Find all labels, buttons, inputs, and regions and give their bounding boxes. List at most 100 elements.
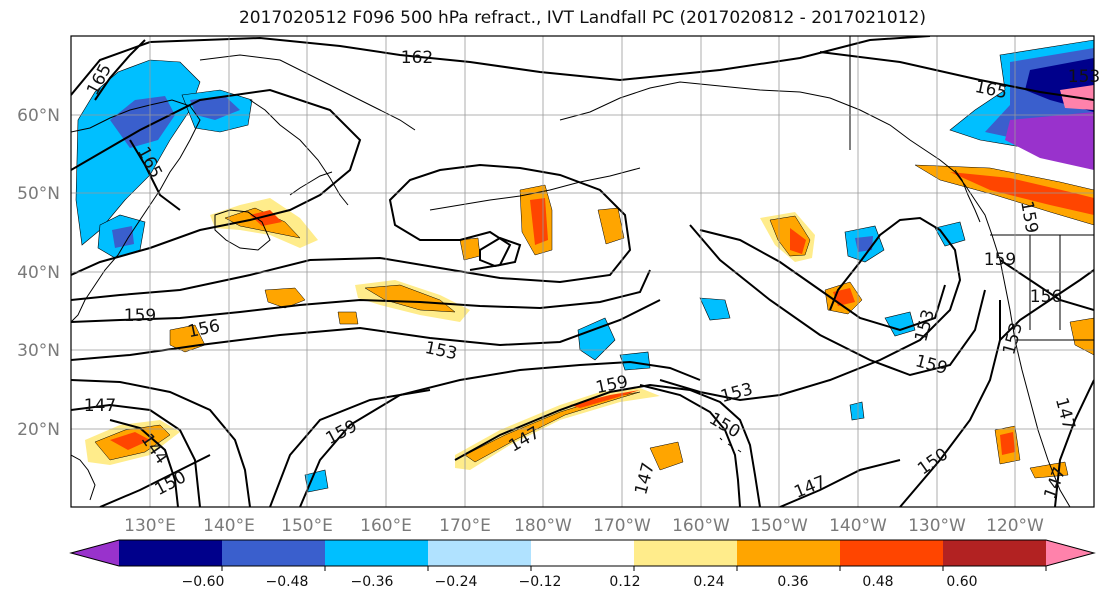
colorbar-segment (325, 540, 429, 566)
coastline-philippines (71, 454, 96, 501)
colorbar-segments (71, 540, 1094, 571)
colorbar-segment (943, 540, 1047, 566)
colorbar-segment (119, 540, 223, 566)
map-frame (70, 35, 1095, 508)
lon-label: 120°W (986, 516, 1044, 536)
fill-blue-japan-sea-inner (112, 226, 134, 248)
contour-147-west (71, 403, 201, 507)
fill-blue-mid-2 (699, 297, 731, 321)
lat-label: 60°N (17, 106, 60, 126)
colorbar-tick-label: −0.12 (519, 574, 562, 590)
fill-red-goa (790, 228, 806, 254)
fill-purple-ne (1005, 112, 1094, 170)
colorbar-tick-label: 0.60 (946, 574, 977, 590)
lon-label: 150°W (750, 516, 808, 536)
coastline-bc (954, 169, 981, 223)
fill-blue-mid-3 (619, 351, 651, 371)
contour-153-east (699, 229, 946, 332)
colorbar-tick-label: −0.36 (351, 574, 394, 590)
fill-orange-trop-east (649, 441, 684, 471)
lat-label: 30°N (17, 341, 60, 361)
map-title: 2017020512 F096 500 hPa refract., IVT La… (238, 8, 926, 28)
fill-red-sw-pac (110, 432, 150, 450)
longitude-labels: 130°E 140°E 150°E 160°E 170°E 180°W 170°… (124, 516, 1044, 536)
contour-159-south (299, 360, 701, 507)
colorbar-segment (531, 540, 635, 566)
contour-150-west (71, 379, 251, 507)
contour-147-bot (779, 459, 901, 507)
colorbar-segment (840, 540, 944, 566)
contour-165-west (94, 39, 146, 101)
fill-orange-small-3 (337, 311, 359, 325)
latitude-labels: 60°N 50°N 40°N 30°N 20°N (17, 106, 60, 440)
coastline-asia (71, 99, 201, 323)
contour-159-east (689, 224, 986, 377)
contour-150-mid (639, 384, 741, 507)
colorbar-segment (428, 540, 532, 566)
fill-orange-south-japan (264, 287, 306, 309)
coastline-japan (214, 209, 271, 251)
contour-label: 162 (401, 48, 433, 68)
lon-label: 150°E (281, 516, 333, 536)
contour-156 (71, 269, 651, 323)
coastline-alaska (559, 81, 1071, 507)
colorbar-tick-label: −0.48 (266, 574, 309, 590)
lon-label: 160°W (672, 516, 730, 536)
contour-label: 153 (1068, 67, 1100, 87)
map-area: 162 165 165 165 159 156 153 153 159 147 … (70, 35, 1100, 508)
lon-label: 130°W (908, 516, 966, 536)
lon-label: 140°E (203, 516, 255, 536)
lon-label: 170°W (593, 516, 651, 536)
fill-red-trop-band (570, 390, 640, 408)
colorbar-tick-label: 0.24 (693, 574, 724, 590)
lon-label: 160°E (360, 516, 412, 536)
contour-165-kamchatka (129, 139, 181, 211)
shaded-fields (75, 39, 1094, 493)
coastline-kuril (289, 171, 333, 196)
colorbar-tick-label: 0.12 (609, 574, 640, 590)
colorbar-segment (222, 540, 326, 566)
colorbar-outline (69, 539, 1096, 567)
fill-blue-asia-inner (110, 96, 175, 148)
colorbar-segment (634, 540, 738, 566)
fill-orange-trop-band-inner (464, 391, 641, 463)
fill-red-dateline (530, 198, 548, 245)
fill-blue-trop-2 (849, 401, 865, 421)
contour-150-se (899, 300, 1001, 507)
contour-label: 159 (984, 250, 1016, 270)
colorbar-tick-label: −0.60 (182, 574, 225, 590)
contour-label: 156 (1030, 287, 1062, 307)
contour-dateline-closed (479, 236, 522, 268)
lon-label: 180°W (514, 516, 572, 536)
contour-150-south (99, 454, 211, 507)
lon-label: 140°W (829, 516, 887, 536)
colorbar-ticks: −0.60 −0.48 −0.36 −0.24 −0.12 0.12 0.24 … (182, 574, 978, 590)
fill-blue-kamchatka-inner (190, 96, 240, 120)
contour-label: 159 (124, 306, 156, 326)
contour-label: 147 (84, 396, 116, 416)
colorbar-tick-label: −0.24 (435, 574, 478, 590)
lat-label: 20°N (17, 420, 60, 440)
lon-label: 130°E (124, 516, 176, 536)
graticule (71, 36, 1094, 507)
fill-orange-small-2 (597, 207, 625, 245)
colorbar-segment (737, 540, 841, 566)
colorbar-tick-label: 0.48 (862, 574, 893, 590)
contour-159-upper (71, 88, 362, 276)
contour-147-se (1054, 379, 1094, 507)
contour-165-top (819, 51, 1094, 101)
fill-red-east-pac (833, 288, 855, 306)
fill-blue-coast-1-inner (855, 236, 873, 252)
contour-153-mid (659, 216, 962, 402)
colorbar-extend-low (71, 540, 119, 566)
colorbar: −0.60 −0.48 −0.36 −0.24 −0.12 0.12 0.24 … (69, 539, 1096, 590)
coastline-kamchatka (249, 99, 349, 206)
fill-orange-sw-us (1069, 317, 1094, 356)
lat-label: 40°N (17, 263, 60, 283)
fill-orange-bc (914, 164, 1094, 226)
contour-156-south (269, 389, 431, 507)
fill-red-bc (950, 172, 1094, 215)
colorbar-tick-label: 0.36 (777, 574, 808, 590)
contour-153-far-east (999, 269, 1094, 341)
